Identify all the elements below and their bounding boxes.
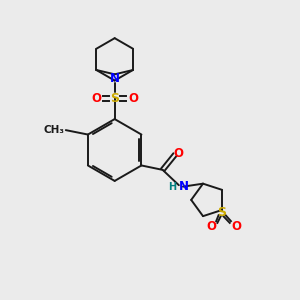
Text: O: O — [173, 147, 183, 160]
Text: S: S — [110, 92, 119, 105]
Text: H: H — [168, 182, 176, 192]
Text: O: O — [206, 220, 216, 232]
Text: N: N — [179, 180, 189, 193]
Text: S: S — [218, 206, 226, 219]
Text: O: O — [231, 220, 241, 232]
Text: O: O — [91, 92, 101, 105]
Text: N: N — [110, 72, 120, 85]
Text: CH₃: CH₃ — [44, 125, 65, 135]
Text: O: O — [128, 92, 138, 105]
